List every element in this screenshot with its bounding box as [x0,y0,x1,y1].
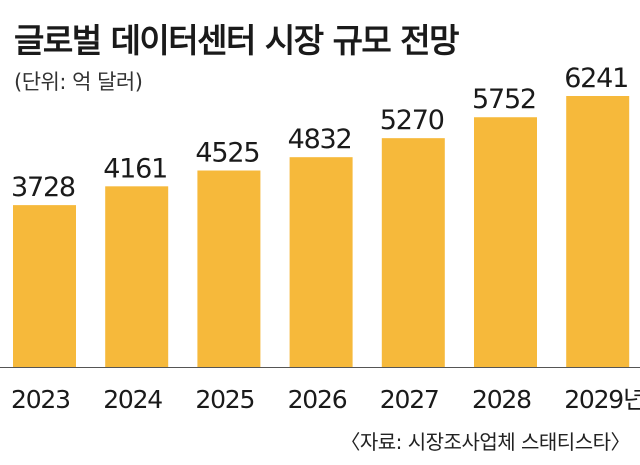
bar-2025 [197,170,261,367]
source-note: 〈자료: 시장조사업체 스태티스타〉 [340,430,630,454]
chart-title: 글로벌 데이터센터 시장 규모 전망 [14,21,460,60]
x-tick-label: 2026 [288,385,347,414]
value-label: 3728 [11,172,75,203]
bar-2026 [289,157,353,367]
labels-group: 3728 2023 4161 2024 4525 2025 4832 2026 5270 2027… [11,63,640,414]
value-label: 4525 [195,138,259,169]
value-label: 6241 [564,63,628,94]
value-label: 4832 [288,124,352,155]
bar-2024 [105,186,169,367]
x-tick-label: 2027 [380,385,439,414]
bar-2029년 [566,96,630,367]
x-tick-label: 2025 [195,385,254,414]
value-label: 5752 [472,84,536,115]
bars-group [13,96,630,368]
bar-2023 [13,205,76,367]
x-tick-label: 2028 [472,385,531,414]
bar-2028 [474,117,537,368]
value-label: 4161 [103,153,167,184]
value-label: 5270 [380,105,444,136]
bar-2027 [381,138,445,367]
x-tick-label: 2024 [103,385,162,414]
unit-label: (단위: 억 달러) [14,70,143,94]
x-tick-label: 2029년 [564,385,640,414]
x-tick-label: 2023 [11,385,70,414]
